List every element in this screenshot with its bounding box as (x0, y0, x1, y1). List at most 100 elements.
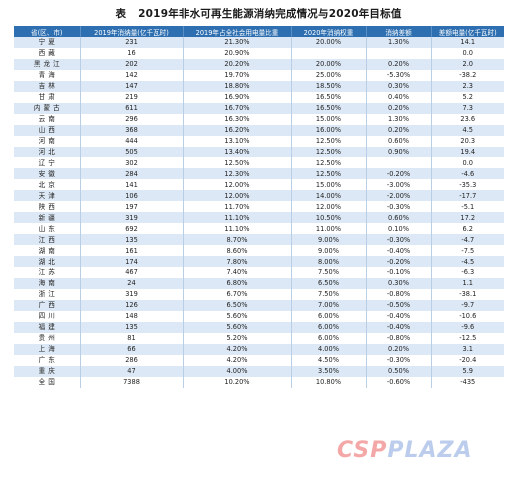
table-row: 重庆 47 4.00% 3.50% 0.50% 5.9 (14, 365, 504, 377)
column-header: 2019年占全社会用电量比重 (183, 26, 292, 37)
province-cell: 青海 (14, 69, 81, 81)
table-cell: 7.50% (291, 267, 367, 278)
table-cell: 7.80% (183, 256, 292, 268)
table-cell: 16.70% (183, 102, 292, 114)
table-cell: 9.00% (291, 245, 367, 257)
column-header: 差额电量(亿千瓦时) (431, 26, 504, 37)
table-cell: -9.7 (431, 299, 504, 311)
watermark-part2: PLAZA (387, 438, 473, 463)
table-cell: 19.4 (431, 146, 504, 158)
table-title-prefix: 表 (115, 8, 127, 20)
table-cell: 11.10% (183, 212, 292, 224)
table-cell: -0.60% (366, 376, 432, 388)
table-row: 山东 692 11.10% 11.00% 0.10% 6.2 (14, 223, 504, 235)
table-cell: 141 (80, 179, 184, 191)
table-row: 宁夏 231 21.30% 20.00% 1.30% 14.1 (14, 37, 504, 48)
province-cell: 吉林 (14, 80, 81, 92)
data-table-container: 省(区、市) 2019年消纳量(亿千瓦时) 2019年占全社会用电量比重 2020年消… (14, 26, 504, 388)
watermark-part1: CSP (337, 438, 388, 463)
table-row: 黑龙江 202 20.20% 20.00% 0.20% 2.0 (14, 58, 504, 70)
table-cell: 12.50% (183, 157, 292, 169)
province-cell: 江苏 (14, 267, 81, 278)
province-cell: 广西 (14, 299, 81, 311)
table-cell: 14.00% (291, 190, 367, 202)
province-cell: 广东 (14, 354, 81, 366)
table-cell: 47 (80, 365, 184, 377)
table-cell: 20.00% (291, 58, 367, 70)
table-cell: 9.00% (291, 234, 367, 246)
table-row: 湖南 161 8.60% 9.00% -0.40% -7.5 (14, 245, 504, 257)
table-cell: 12.50% (291, 135, 367, 147)
table-cell: 5.9 (431, 365, 504, 377)
table-cell: 0.30% (366, 80, 432, 92)
table-cell (291, 47, 367, 59)
province-cell: 天津 (14, 190, 81, 202)
table-cell: 3.50% (291, 365, 367, 377)
table-cell: -4.5 (431, 256, 504, 268)
province-cell: 山东 (14, 223, 81, 235)
table-cell: 4.20% (183, 343, 292, 355)
table-cell: 6.00% (291, 332, 367, 344)
table-cell: 284 (80, 168, 184, 180)
table-cell: 4.20% (183, 354, 292, 366)
table-row: 贵州 81 5.20% 6.00% -0.80% -12.5 (14, 332, 504, 344)
table-cell: 147 (80, 80, 184, 92)
province-cell: 甘肃 (14, 91, 81, 103)
table-cell: -435 (431, 376, 504, 388)
table-cell: 0.60% (366, 135, 432, 147)
table-row: 全国 7388 10.20% 10.80% -0.60% -435 (14, 376, 504, 388)
table-cell: 10.80% (291, 376, 367, 388)
table-cell: 126 (80, 299, 184, 311)
table-cell: -0.10% (366, 267, 432, 278)
table-cell: 11.70% (183, 201, 292, 213)
table-cell: 11.10% (183, 223, 292, 235)
table-row: 吉林 147 18.80% 18.50% 0.30% 2.3 (14, 80, 504, 92)
province-cell: 辽宁 (14, 157, 81, 169)
table-cell: 7388 (80, 376, 184, 388)
column-header: 消纳差额 (366, 26, 432, 37)
table-cell: 0.60% (366, 212, 432, 224)
table-cell: 6.00% (291, 321, 367, 333)
table-cell: 8.60% (183, 245, 292, 257)
table-cell: 6.70% (183, 288, 292, 300)
table-cell: -0.50% (366, 299, 432, 311)
table-cell: 24 (80, 277, 184, 289)
table-cell: 5.60% (183, 310, 292, 322)
table-cell: 16.50% (291, 102, 367, 114)
table-cell: 5.2 (431, 91, 504, 103)
table-cell: 18.50% (291, 80, 367, 92)
table-cell: 0.50% (366, 365, 432, 377)
table-cell: 148 (80, 310, 184, 322)
table-cell: 81 (80, 332, 184, 344)
table-cell: 8.70% (183, 234, 292, 246)
table-cell: 8.00% (291, 256, 367, 268)
table-cell: -0.20% (366, 256, 432, 268)
table-cell: -38.1 (431, 288, 504, 300)
table-cell: -12.5 (431, 332, 504, 344)
table-cell: 20.3 (431, 135, 504, 147)
table-cell: 16.00% (291, 124, 367, 136)
province-cell: 安徽 (14, 168, 81, 180)
table-cell: -5.1 (431, 201, 504, 213)
table-cell: 3.1 (431, 343, 504, 355)
table-cell: -5.30% (366, 69, 432, 81)
table-cell: 296 (80, 113, 184, 125)
table-cell: 319 (80, 288, 184, 300)
table-row: 江苏 467 7.40% 7.50% -0.10% -6.3 (14, 267, 504, 278)
table-row: 新疆 319 11.10% 10.50% 0.60% 17.2 (14, 212, 504, 224)
table-cell: 286 (80, 354, 184, 366)
table-cell: 18.80% (183, 80, 292, 92)
province-cell: 福建 (14, 321, 81, 333)
table-cell: -10.6 (431, 310, 504, 322)
table-cell: 6.00% (291, 310, 367, 322)
table-cell: 16.90% (183, 91, 292, 103)
table-cell: 2.0 (431, 58, 504, 70)
table-cell: 6.50% (291, 277, 367, 289)
table-cell: 13.40% (183, 146, 292, 158)
table-row: 河南 444 13.10% 12.50% 0.60% 20.3 (14, 135, 504, 147)
table-cell: 16.30% (183, 113, 292, 125)
table-cell: 16 (80, 47, 184, 59)
table-cell: 135 (80, 234, 184, 246)
table-cell: 1.1 (431, 277, 504, 289)
table-cell: 142 (80, 69, 184, 81)
